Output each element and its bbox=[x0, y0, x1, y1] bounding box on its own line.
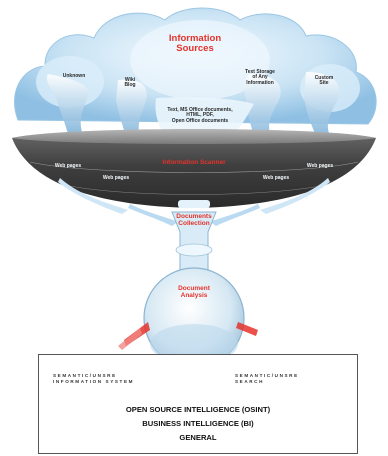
output-left-system: SEMANTIC/UNSRE INFORMATION SYSTEM bbox=[53, 373, 135, 384]
scanner-bowl bbox=[12, 129, 376, 208]
scanner-label: Information Scanner bbox=[162, 159, 226, 166]
output-right-system: SEMANTIC/UNSRE SEARCH bbox=[235, 373, 299, 384]
bowl-side-label-4: Web pages bbox=[306, 163, 334, 169]
output-box: SEMANTIC/UNSRE INFORMATION SYSTEM SEMANT… bbox=[38, 354, 358, 454]
source-label-wiki: Wiki Blog bbox=[124, 77, 136, 89]
bowl-side-label-3: Web pages bbox=[262, 175, 290, 181]
output-line-general: GENERAL bbox=[179, 433, 217, 442]
bowl-side-label-2: Web pages bbox=[102, 175, 130, 181]
collection-label: Documents Collection bbox=[160, 213, 228, 228]
analysis-label-line2: Analysis bbox=[180, 291, 208, 299]
output-line-osint: OPEN SOURCE INTELLIGENCE (OSINT) bbox=[125, 405, 271, 414]
source-label-unknown: Unknown bbox=[62, 73, 86, 79]
collection-label-line1: Documents bbox=[176, 213, 212, 220]
output-line-bi: BUSINESS INTELLIGENCE (BI) bbox=[142, 419, 254, 428]
sources-title-line1: Information bbox=[168, 33, 222, 44]
source-label-text-storage: Text Storage of Any Information bbox=[245, 69, 275, 86]
collection-label-line2: Collection bbox=[178, 219, 210, 227]
data-streams bbox=[46, 72, 340, 140]
bowl-side-label-1: Web pages bbox=[54, 163, 82, 169]
source-label-custom: Custom Site bbox=[314, 75, 334, 87]
source-label-formats: Text, MS Office documents, HTML, PDF, Op… bbox=[167, 107, 233, 124]
analysis-label-line1: Document bbox=[178, 285, 210, 292]
sources-title-line2: Sources bbox=[176, 42, 214, 54]
analysis-label: Document Analysis bbox=[168, 285, 220, 300]
sources-title: Information Sources bbox=[150, 34, 240, 54]
bowl-sprays bbox=[58, 178, 330, 226]
